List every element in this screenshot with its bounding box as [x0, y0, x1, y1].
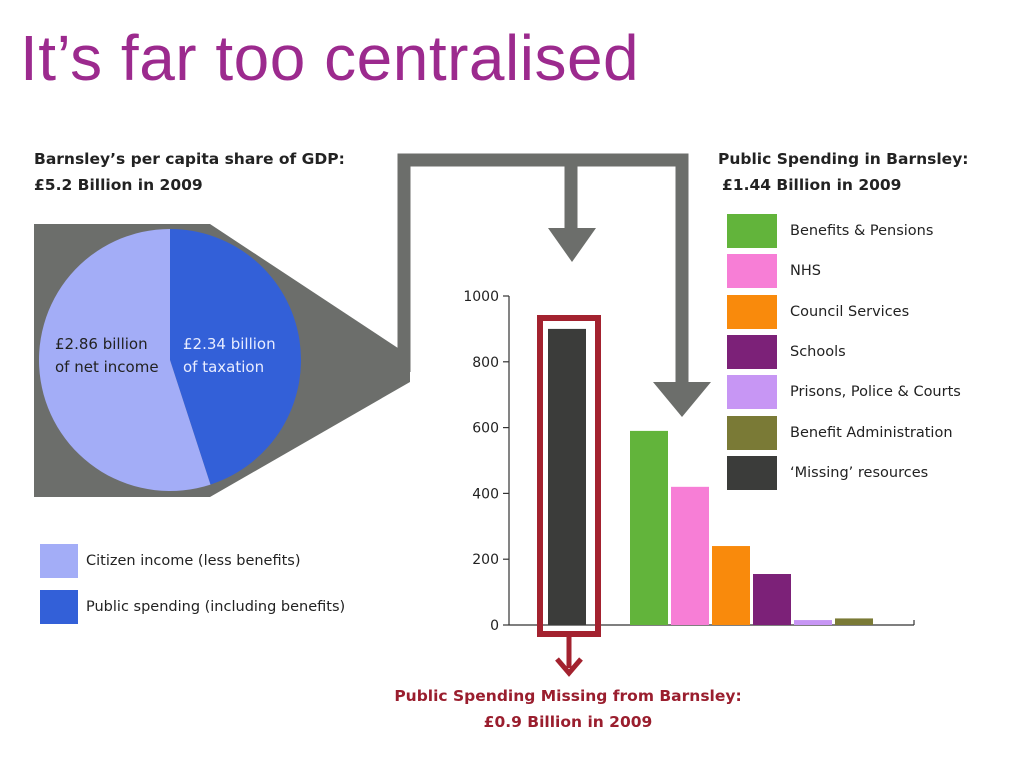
pie-legend-item-public-spending-including-benefits: Public spending (including benefits) — [40, 590, 345, 624]
bar-legend-swatch — [727, 455, 777, 490]
bar-benefit-administration — [835, 618, 873, 625]
gdp-header: Barnsley’s per capita share of GDP: £5.2… — [34, 146, 345, 198]
pie-slice-citizen-income-less-benefits — [39, 229, 211, 491]
y-tick-label: 600 — [472, 421, 499, 437]
y-tick-label: 1000 — [463, 289, 499, 305]
arrow-to-spending-bars — [653, 382, 711, 417]
connector-pipe — [397, 153, 689, 385]
pie-legend-label: Citizen income (less benefits) — [86, 553, 301, 569]
slide-title: It’s far too centralised — [20, 22, 640, 94]
pie-legend-label: Public spending (including benefits) — [86, 599, 346, 615]
public-spending-header: Public Spending in Barnsley: £1.44 Billi… — [718, 146, 969, 198]
pie-legend-swatch — [40, 590, 78, 624]
bar-nhs — [671, 486, 709, 625]
gdp-header-line2: £5.2 Billion in 2009 — [34, 176, 203, 194]
bar-legend-swatch — [727, 334, 777, 369]
pie-label-taxation: £2.34 billion of taxation — [183, 335, 280, 376]
pie-label-net-income: £2.86 billion of net income — [55, 335, 159, 376]
bar-legend-item-benefits-pensions: Benefits & Pensions — [727, 214, 933, 248]
bar-legend-swatch — [727, 254, 777, 289]
bar-legend-label: Council Services — [790, 303, 910, 320]
gdp-header-line1: Barnsley’s per capita share of GDP: — [34, 150, 345, 168]
bar-legend-label: Prisons, Police & Courts — [790, 384, 961, 401]
y-tick-label: 200 — [472, 552, 499, 568]
y-tick-label: 800 — [472, 355, 499, 371]
bar-legend-swatch — [727, 294, 777, 329]
bar-legend-label: Benefits & Pensions — [790, 223, 934, 239]
gdp-pie-chart — [39, 229, 302, 491]
missing-caption-line2: £0.9 Billion in 2009 — [483, 713, 653, 731]
missing-caption-line1: Public Spending Missing from Barnsley: — [394, 687, 742, 705]
bar-legend-label: Benefit Administration — [790, 424, 953, 441]
pie-slice-public-spending-including-benefits — [170, 229, 302, 485]
bar-legend-item-schools: Schools — [727, 334, 846, 369]
bar-council-services — [712, 546, 750, 625]
bar-legend-item-prisons-police-courts: Prisons, Police & Courts — [727, 375, 961, 410]
bar-legend-item-nhs: NHS — [727, 254, 821, 289]
pie-legend-item-citizen-income-less-benefits: Citizen income (less benefits) — [40, 544, 301, 578]
y-tick-label: 0 — [490, 618, 499, 634]
arrow-to-missing-bar — [548, 228, 596, 262]
public-spending-header-line2: £1.44 Billion in 2009 — [722, 176, 902, 194]
bar-legend-swatch — [727, 415, 777, 450]
bar-legend-label: ‘Missing’ resources — [790, 464, 929, 481]
bar-legend-item-missing-resources: ‘Missing’ resources — [727, 455, 929, 490]
bar-benefits-pensions — [630, 430, 668, 625]
bar-legend-label: Schools — [790, 343, 846, 360]
missing-spending-caption: Public Spending Missing from Barnsley: £… — [368, 683, 768, 735]
y-tick-label: 400 — [472, 486, 499, 502]
bar-prisons-police-courts — [794, 620, 832, 625]
bar-legend-label: NHS — [790, 263, 821, 280]
missing-arrow-head — [555, 657, 583, 677]
bar-legend-item-council-services: Council Services — [727, 294, 910, 329]
bar-legend-swatch — [727, 375, 777, 410]
bar-legend-item-benefit-administration: Benefit Administration — [727, 415, 953, 450]
bar-legend-swatch — [727, 214, 777, 248]
bar-missing-resources — [548, 328, 586, 625]
pie-legend-swatch — [40, 544, 78, 578]
bar-schools — [753, 574, 791, 625]
public-spending-header-line1: Public Spending in Barnsley: — [718, 150, 969, 168]
spending-bar-chart: 0 200 400 600 800 1000 — [463, 289, 915, 677]
